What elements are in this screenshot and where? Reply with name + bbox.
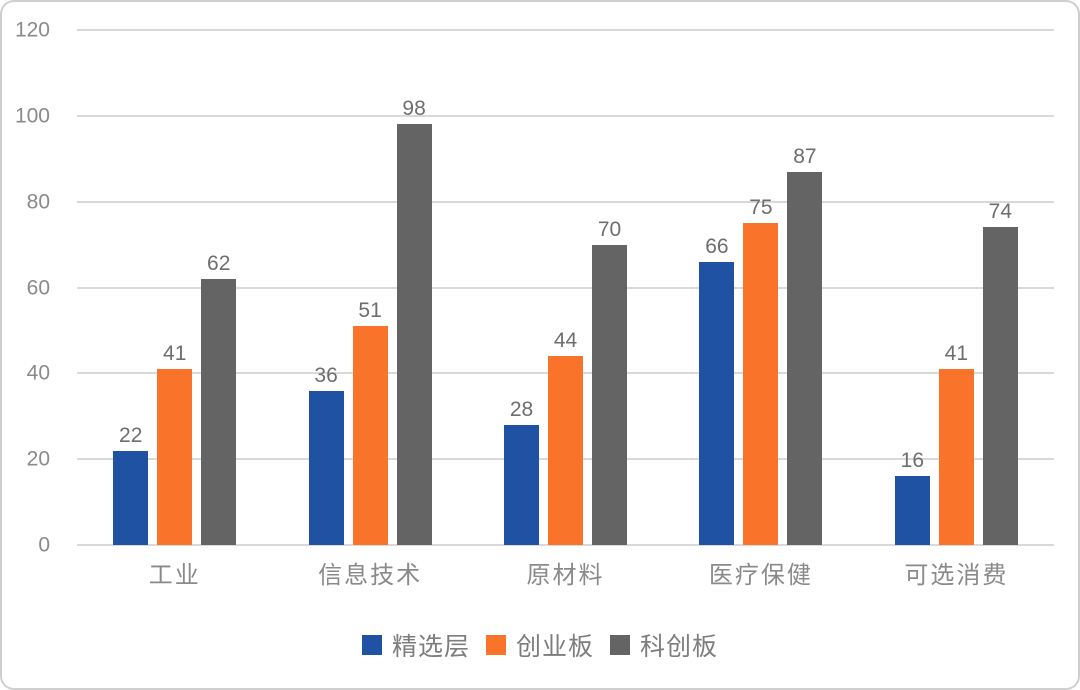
bar-创业板-信息技术 [352,326,388,545]
y-tick-label: 0 [38,533,50,557]
bar-创业板-可选消费 [938,369,974,545]
bar-value-label: 62 [207,251,231,275]
legend: 精选层 创业板 科创板 [2,627,1078,663]
legend-swatch-icon [610,635,630,655]
bar-精选层-原材料 [504,424,540,545]
gridline-120 [77,29,1054,31]
legend-label: 精选层 [391,633,470,661]
bar-科创板-可选消费 [982,227,1018,545]
y-tick-label: 80 [26,190,50,214]
bar-cell: 44 [548,30,584,545]
bar-科创板-医疗保健 [787,171,823,545]
bar-group-4: 66 75 87 [663,30,858,545]
bar-value-label: 75 [749,196,773,220]
x-axis-category-labels: 工业 信息技术 原材料 医疗保健 可选消费 [77,555,1054,590]
bar-value-label: 70 [597,217,622,241]
bar-cell: 36 [308,30,344,545]
bar-创业板-医疗保健 [743,223,779,545]
bar-groups: 22 41 62 36 51 98 28 44 70 66 75 87 16 41 74 [77,30,1054,545]
bar-value-label: 51 [358,299,382,323]
bar-cell: 16 [894,30,930,545]
bar-科创板-工业 [201,278,237,545]
legend-label: 创业板 [515,633,594,661]
y-tick-label: 20 [26,447,50,471]
legend-item-创业板: 创业板 [485,627,594,663]
bar-精选层-信息技术 [308,390,344,545]
bar-精选层-可选消费 [894,476,930,545]
bar-group-3: 28 44 70 [468,30,663,545]
bar-value-label: 22 [119,423,143,447]
gridline-60 [77,286,1054,289]
y-tick-label: 40 [26,361,50,385]
bar-cell: 41 [157,30,193,545]
bar-value-label: 87 [793,144,817,168]
category-label: 原材料 [526,562,605,589]
bar-cell: 41 [938,30,974,545]
bar-value-label: 44 [553,329,578,353]
y-axis-tick-labels: 0 20 40 60 80 100 120 [2,20,64,556]
plot-area: 22 41 62 36 51 98 28 44 70 66 75 87 16 41 74 [77,29,1054,546]
bar-value-label: 28 [509,397,534,421]
bar-科创板-信息技术 [396,124,432,545]
category-label: 工业 [148,562,201,589]
bar-创业板-原材料 [548,356,584,545]
bar-cell: 66 [699,30,735,545]
bar-value-label: 66 [705,234,729,258]
bar-value-label: 74 [988,200,1012,224]
bar-精选层-医疗保健 [699,261,735,545]
bar-cell: 87 [787,30,823,545]
bar-value-label: 16 [900,449,924,473]
bar-cell: 28 [504,30,540,545]
legend-swatch-icon [485,635,506,655]
bar-科创板-原材料 [592,244,628,545]
legend-item-精选层: 精选层 [361,627,470,663]
y-tick-label: 120 [14,18,50,42]
category-label: 可选消费 [904,562,1009,589]
bar-cell: 62 [201,30,237,545]
gridline-100 [77,114,1054,117]
category-label: 信息技术 [318,562,423,589]
legend-swatch-icon [361,635,382,655]
legend-item-科创板: 科创板 [610,627,718,663]
bar-group-2: 36 51 98 [272,30,467,545]
bar-精选层-工业 [113,450,149,545]
category-label: 医疗保健 [708,562,813,589]
bar-cell: 98 [396,30,432,545]
bar-value-label: 41 [163,342,187,366]
gridline-80 [77,200,1054,203]
bar-group-1: 22 41 62 [77,30,272,545]
bar-cell: 70 [592,30,628,545]
bar-value-label: 36 [314,363,338,387]
bar-cell: 74 [982,30,1018,545]
bar-cell: 22 [113,30,149,545]
y-tick-label: 100 [14,104,50,128]
bar-value-label: 41 [944,342,968,366]
bar-cell: 51 [352,30,388,545]
bar-cell: 75 [743,30,779,545]
bar-group-5: 16 41 74 [859,30,1054,545]
legend-label: 科创板 [640,633,719,661]
bar-value-label: 98 [402,97,426,121]
gridline-0 [77,544,1054,546]
bar-创业板-工业 [157,369,193,545]
y-tick-label: 60 [26,276,50,299]
